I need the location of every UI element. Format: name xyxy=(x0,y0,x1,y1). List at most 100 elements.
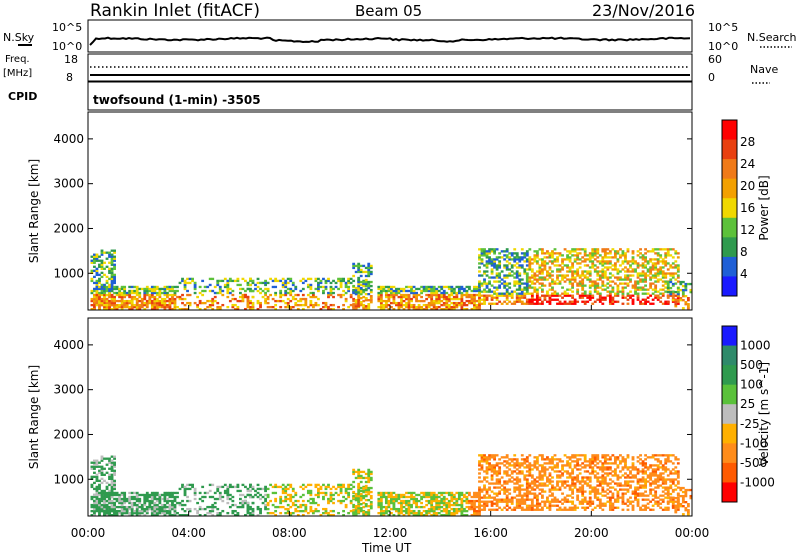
heatmap-cell xyxy=(621,468,625,471)
heatmap-cell xyxy=(616,498,620,501)
heatmap-cell xyxy=(113,263,116,266)
heatmap-cell xyxy=(525,474,529,477)
heatmap-cell xyxy=(490,464,494,467)
heatmap-cell xyxy=(148,505,152,509)
heatmap-cell xyxy=(641,494,645,497)
heatmap-cell xyxy=(641,256,645,259)
heatmap-cell xyxy=(93,281,96,285)
heatmap-cell xyxy=(455,499,459,503)
heatmap-cell xyxy=(578,280,582,283)
heatmap-cell xyxy=(145,305,149,309)
heatmap-cell xyxy=(367,266,371,270)
heatmap-cell xyxy=(639,300,642,303)
heatmap-cell xyxy=(128,507,132,511)
heatmap-cell xyxy=(153,501,157,505)
heatmap-cell xyxy=(475,287,479,291)
heatmap-cell xyxy=(551,256,554,259)
heatmap-cell xyxy=(362,295,366,299)
heatmap-cell xyxy=(437,503,441,507)
heatmap-cell xyxy=(573,456,577,459)
heatmap-cell xyxy=(392,507,396,511)
heatmap-cell xyxy=(186,483,189,487)
heatmap-cell xyxy=(631,456,635,459)
heatmap-cell xyxy=(518,266,522,269)
heatmap-cell xyxy=(498,280,502,283)
heatmap-cell xyxy=(523,252,527,255)
heatmap-cell xyxy=(495,498,499,501)
heatmap-cell xyxy=(664,300,668,303)
heatmap-cell xyxy=(226,495,230,499)
heatmap-cell xyxy=(100,303,104,307)
heatmap-cell xyxy=(178,281,182,285)
heatmap-cell xyxy=(415,307,418,311)
heatmap-cell xyxy=(538,508,542,511)
heatmap-cell xyxy=(530,486,534,489)
heatmap-cell xyxy=(551,286,554,289)
heatmap-cell xyxy=(639,506,642,509)
heatmap-cell xyxy=(412,303,416,307)
heatmap-cell xyxy=(166,505,169,509)
heatmap-cell xyxy=(384,499,388,503)
heatmap-cell xyxy=(518,286,522,289)
heatmap-cell xyxy=(211,307,215,311)
heatmap-cell xyxy=(452,509,456,513)
heatmap-cell xyxy=(135,491,139,495)
heatmap-cell xyxy=(105,251,109,254)
heatmap-cell xyxy=(515,262,519,265)
heatmap-cell xyxy=(649,284,653,287)
heatmap-cell xyxy=(181,485,184,489)
heatmap-cell xyxy=(641,464,645,467)
heatmap-cell xyxy=(211,513,215,517)
heatmap-cell xyxy=(659,296,663,299)
heatmap-cell xyxy=(684,301,688,304)
heatmap-cell xyxy=(317,283,320,287)
heatmap-cell xyxy=(344,285,348,289)
heatmap-cell xyxy=(452,295,456,299)
heatmap-cell xyxy=(528,284,532,287)
heatmap-cell xyxy=(397,495,401,499)
heatmap-cell xyxy=(525,478,529,481)
heatmap-cell xyxy=(163,289,167,293)
heatmap-cell xyxy=(538,266,542,269)
heatmap-cell xyxy=(163,495,167,499)
heatmap-cell xyxy=(468,505,471,509)
heatmap-cell xyxy=(392,289,396,293)
heatmap-cell xyxy=(168,495,172,499)
heatmap-cell xyxy=(309,483,313,487)
heatmap-cell xyxy=(664,252,668,255)
heatmap-cell xyxy=(173,289,177,293)
heatmap-cell xyxy=(415,291,418,295)
heatmap-cell xyxy=(384,505,388,509)
heatmap-cell xyxy=(478,305,481,309)
heatmap-cell xyxy=(314,287,318,291)
heatmap-cell xyxy=(639,508,642,511)
heatmap-cell xyxy=(98,305,101,309)
heatmap-cell xyxy=(629,480,632,483)
heatmap-cell xyxy=(525,252,529,255)
heatmap-cell xyxy=(603,274,607,277)
heatmap-cell xyxy=(583,480,587,483)
heatmap-cell xyxy=(274,303,278,307)
heatmap-cell xyxy=(533,290,537,293)
heatmap-cell xyxy=(520,484,524,487)
heatmap-cell xyxy=(150,511,154,515)
heatmap-cell xyxy=(651,480,655,483)
heatmap-cell xyxy=(359,292,363,296)
heatmap-cell xyxy=(644,274,647,277)
heatmap-cell xyxy=(256,281,260,285)
heatmap-cell xyxy=(656,290,660,293)
heatmap-cell xyxy=(226,487,230,491)
heatmap-cell xyxy=(656,268,660,271)
heatmap-cell xyxy=(427,511,431,515)
heatmap-cell xyxy=(135,505,139,509)
heatmap-cell xyxy=(573,278,577,281)
heatmap-cell xyxy=(641,476,645,479)
heatmap-cell xyxy=(621,292,625,295)
heatmap-cell xyxy=(301,281,305,285)
heatmap-cell xyxy=(634,284,637,287)
heatmap-cell xyxy=(357,507,361,510)
heatmap-cell xyxy=(478,480,481,483)
heatmap-cell xyxy=(561,258,564,261)
heatmap-cell xyxy=(140,299,144,303)
heatmap-cell xyxy=(573,506,577,509)
